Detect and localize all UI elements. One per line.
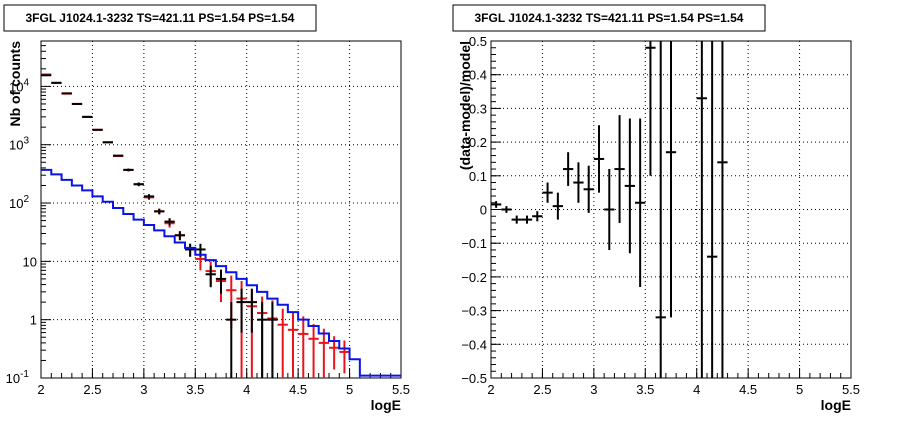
y-tick-label: 102 bbox=[9, 194, 29, 211]
data-point bbox=[287, 312, 299, 378]
counts-y-label: Nb of counts bbox=[7, 41, 23, 127]
data-point bbox=[277, 308, 288, 378]
counts-title: 3FGL J1024.1-3232 TS=421.11 PS=1.54 PS=1… bbox=[26, 11, 295, 25]
data-point bbox=[491, 201, 502, 208]
data-point bbox=[133, 182, 144, 187]
counts-frame bbox=[40, 40, 402, 379]
data-point bbox=[257, 302, 268, 378]
data-point bbox=[226, 302, 237, 378]
y-tick-label: 1 bbox=[30, 313, 37, 328]
counts-series bbox=[41, 73, 401, 378]
counts-ticks: 2 2.5 3 3.5 4 4.5 5 5.5 10-1 1 10 102 103 104 bbox=[6, 45, 410, 397]
data-point bbox=[573, 162, 584, 203]
data-point bbox=[521, 215, 533, 224]
data-point bbox=[318, 328, 329, 378]
data-point bbox=[532, 211, 543, 222]
y-tick-label: 0 bbox=[480, 203, 487, 218]
x-tick-label: 3.5 bbox=[636, 382, 654, 397]
y-tick-label: −0.4 bbox=[461, 337, 487, 352]
x-tick-label: 2 bbox=[37, 382, 44, 397]
data-point bbox=[236, 288, 247, 333]
data-point bbox=[552, 192, 563, 220]
data-point bbox=[174, 231, 185, 241]
residual-x-label: logE bbox=[821, 397, 851, 413]
data-point bbox=[707, 41, 718, 378]
data-point bbox=[665, 41, 677, 318]
x-tick-label: 4.5 bbox=[289, 382, 307, 397]
x-tick-label: 5 bbox=[346, 382, 353, 397]
x-tick-label: 2.5 bbox=[533, 382, 551, 397]
data-point bbox=[143, 194, 155, 199]
data-point bbox=[308, 324, 319, 378]
y-tick-label: 0.1 bbox=[469, 169, 487, 184]
data-point bbox=[154, 208, 165, 215]
data-point bbox=[339, 340, 350, 374]
data-point bbox=[267, 302, 278, 378]
x-tick-label: 4 bbox=[243, 382, 250, 397]
data-point bbox=[614, 115, 625, 223]
data-point bbox=[215, 269, 227, 294]
data-point bbox=[583, 165, 594, 213]
data-point bbox=[123, 168, 134, 172]
y-tick-label: 10-1 bbox=[6, 369, 30, 386]
data-point bbox=[635, 118, 646, 288]
data-point bbox=[205, 265, 216, 288]
data-point bbox=[655, 41, 666, 378]
data-point bbox=[511, 215, 522, 224]
y-tick-label: 0.2 bbox=[469, 135, 487, 150]
data-point bbox=[298, 316, 309, 378]
counts-x-label: logE bbox=[371, 397, 401, 413]
data-point bbox=[185, 243, 196, 257]
y-tick-label: −0.1 bbox=[461, 236, 487, 251]
data-point bbox=[645, 41, 656, 176]
residual-title-box bbox=[452, 4, 766, 32]
x-tick-label: 5.5 bbox=[392, 382, 410, 397]
x-tick-label: 4.5 bbox=[739, 382, 757, 397]
residual-y-label: (data-model)/model bbox=[457, 41, 473, 170]
data-point bbox=[593, 125, 605, 193]
data-point bbox=[164, 218, 175, 226]
y-tick-label: −0.2 bbox=[461, 270, 487, 285]
y-tick-label: 0.3 bbox=[469, 101, 487, 116]
x-tick-label: 3 bbox=[140, 382, 147, 397]
counts-title-box bbox=[3, 4, 317, 32]
y-tick-label: 104 bbox=[9, 77, 29, 94]
data-point bbox=[604, 169, 615, 250]
y-tick-label: 103 bbox=[9, 136, 29, 153]
x-tick-label: 3.5 bbox=[186, 382, 204, 397]
data-point bbox=[717, 41, 728, 378]
x-tick-label: 3 bbox=[590, 382, 597, 397]
x-tick-label: 2 bbox=[487, 382, 494, 397]
data-point bbox=[563, 152, 574, 186]
counts-panel: 2 2.5 3 3.5 4 4.5 5 5.5 10-1 1 10 102 103 104 3FGL J1… bbox=[3, 4, 410, 413]
residual-title: 3FGL J1024.1-3232 TS=421.11 PS=1.54 PS=1… bbox=[475, 11, 744, 25]
counts-grid bbox=[41, 41, 401, 378]
y-tick-label: −0.3 bbox=[461, 304, 487, 319]
residual-ticks: 2 2.5 3 3.5 4 4.5 5 5.5 −0.5 −0.4 −0.3 −0.2 −0.1 0 0.1… bbox=[461, 34, 860, 397]
data-point bbox=[501, 206, 512, 213]
residual-series bbox=[491, 41, 728, 378]
x-tick-label: 5.5 bbox=[842, 382, 860, 397]
x-tick-label: 5 bbox=[796, 382, 803, 397]
y-tick-label: 0.5 bbox=[469, 34, 487, 49]
data-point bbox=[246, 288, 257, 333]
model-step-line bbox=[41, 168, 401, 377]
y-tick-label: −0.5 bbox=[461, 371, 487, 386]
data-point bbox=[696, 41, 707, 378]
data-point bbox=[542, 182, 553, 203]
y-tick-label: 10 bbox=[23, 254, 37, 269]
x-tick-label: 4 bbox=[693, 382, 700, 397]
data-point bbox=[624, 118, 635, 254]
residual-panel: 2 2.5 3 3.5 4 4.5 5 5.5 −0.5 −0.4 −0.3 −0.2 −0.1 0 0.1… bbox=[452, 4, 860, 413]
y-tick-label: 0.4 bbox=[469, 68, 487, 83]
x-tick-label: 2.5 bbox=[83, 382, 101, 397]
